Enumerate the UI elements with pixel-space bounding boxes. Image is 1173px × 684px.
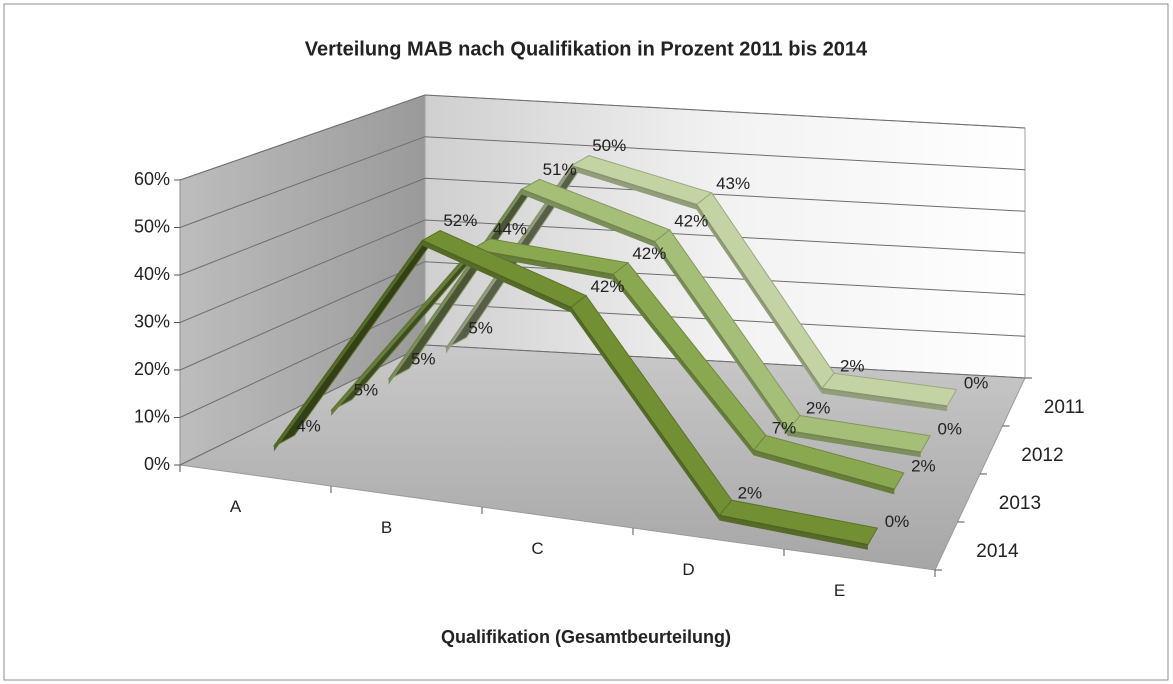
grid-line [179, 136, 1026, 228]
ribbon-edge [612, 274, 754, 456]
data-label: 5% [354, 381, 379, 400]
data-label: 42% [590, 277, 624, 296]
y-tick-label: 20% [134, 359, 170, 379]
data-label: 4% [296, 416, 321, 435]
y-tick-label: 40% [134, 264, 170, 284]
grid-line [179, 219, 1026, 323]
x-tick-label: C [531, 539, 543, 558]
series-line [330, 248, 895, 491]
data-label: 7% [772, 418, 797, 437]
data-label: 0% [885, 512, 910, 531]
x-tick-label: E [834, 581, 845, 600]
series-label: 2013 [999, 493, 1041, 514]
grid-line [179, 261, 1026, 371]
x-tick-label: B [381, 518, 392, 537]
series-label: 2014 [976, 541, 1019, 562]
series-label: 2012 [1021, 445, 1063, 466]
data-label: 43% [716, 174, 750, 193]
ribbon-edge [821, 388, 948, 412]
series-line [445, 164, 948, 407]
ribbon-edge [571, 165, 697, 210]
y-tick-label: 0% [144, 454, 170, 474]
data-label: 0% [964, 373, 989, 392]
y-tick-label: 50% [134, 216, 170, 236]
ribbon-edge [521, 189, 655, 247]
data-label: 2% [738, 483, 763, 502]
data-label: 51% [543, 160, 577, 179]
grid-line [179, 94, 1026, 181]
plot-area: 0% 10% 20% 30% 40% 50% 60% A B C D E 2011 2012 2013 201… [134, 94, 1085, 600]
grid-line [179, 177, 1026, 276]
series-line [273, 239, 869, 546]
x-tick-label: A [230, 497, 242, 516]
data-label: 2% [911, 457, 936, 476]
data-label: 2% [840, 356, 865, 375]
data-label: 42% [674, 211, 708, 230]
ribbon-edge [719, 515, 868, 550]
data-label: 2% [806, 399, 831, 418]
ribbon-edge [422, 240, 571, 313]
data-label: 52% [443, 211, 477, 230]
data-label: 0% [937, 419, 962, 438]
data-label: 42% [632, 244, 666, 263]
y-tick-label: 30% [134, 311, 170, 331]
chart-title: Verteilung MAB nach Qualifikation in Pro… [305, 38, 868, 60]
data-label: 5% [411, 350, 436, 369]
ribbon-edge [753, 450, 895, 495]
x-tick-label: D [682, 560, 694, 579]
series-label: 2011 [1044, 397, 1085, 418]
ribbon-edge [331, 249, 472, 416]
ribbon-edge [787, 430, 921, 458]
x-axis-title: Qualifikation (Gesamtbeurteilung) [441, 627, 731, 647]
data-label: 44% [493, 220, 527, 239]
data-label: 50% [592, 136, 626, 155]
ribbon-edge [472, 249, 613, 280]
y-tick-label: 60% [134, 169, 170, 189]
y-tick-label: 10% [134, 406, 170, 426]
data-label: 5% [468, 318, 493, 337]
